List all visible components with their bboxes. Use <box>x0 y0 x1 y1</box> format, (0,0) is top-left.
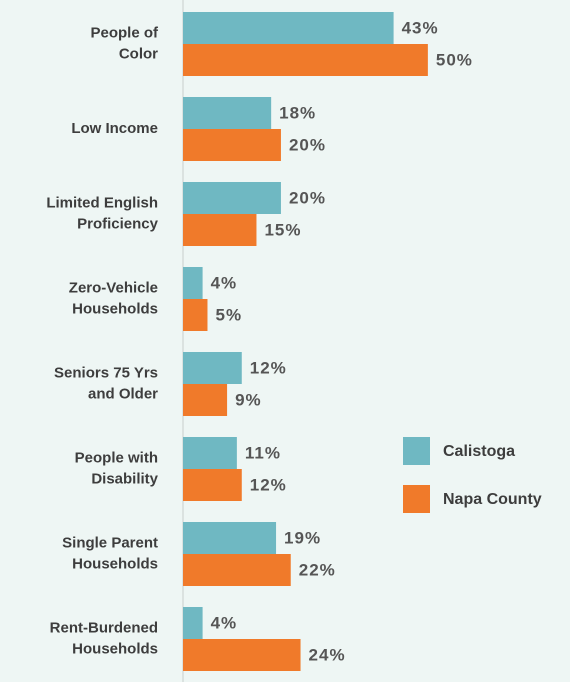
category-label: People with Disability <box>75 449 159 487</box>
legend-label: Calistoga <box>443 443 515 460</box>
category-label: Limited English Proficiency <box>46 194 158 232</box>
category-line: Households <box>72 640 158 657</box>
category-line: Rent-Burdened <box>50 619 158 636</box>
category-line: People with <box>75 449 158 466</box>
value-label: 12% <box>250 358 287 377</box>
bar <box>183 437 237 469</box>
value-label: 12% <box>250 475 287 494</box>
bar <box>183 469 242 501</box>
category-line: Color <box>119 45 158 62</box>
legend-label: Napa County <box>443 491 542 508</box>
category-line: Zero-Vehicle <box>69 279 158 296</box>
bar <box>183 639 301 671</box>
category-line: Low Income <box>71 120 158 137</box>
bar <box>183 522 277 554</box>
category-line: Proficiency <box>77 215 159 232</box>
value-label: 19% <box>284 528 321 547</box>
value-label: 20% <box>289 135 326 154</box>
value-label: 15% <box>264 220 301 239</box>
bar <box>183 267 203 299</box>
value-label: 9% <box>235 390 262 409</box>
category-line: Limited English <box>46 194 158 211</box>
value-label: 50% <box>436 50 473 69</box>
category-line: People of <box>90 24 159 41</box>
value-label: 22% <box>299 560 336 579</box>
bar <box>183 299 208 331</box>
value-label: 24% <box>309 645 346 664</box>
category-label: Zero-Vehicle Households <box>69 279 158 317</box>
category-label: Seniors 75 Yrs and Older <box>54 364 158 402</box>
bar <box>183 44 428 76</box>
category-line: Disability <box>91 470 158 487</box>
bar <box>183 607 203 639</box>
category-label: Low Income <box>71 120 158 137</box>
category-line: Households <box>72 555 158 572</box>
bar <box>183 12 394 44</box>
value-label: 4% <box>211 273 238 292</box>
bar <box>183 554 291 586</box>
legend-swatch <box>403 485 430 513</box>
bar <box>183 129 281 161</box>
category-line: and Older <box>88 385 158 402</box>
category-line: Households <box>72 300 158 317</box>
value-label: 11% <box>245 443 281 462</box>
value-label: 20% <box>289 188 326 207</box>
value-label: 18% <box>279 103 316 122</box>
category-line: Seniors 75 Yrs <box>54 364 158 381</box>
legend-swatch <box>403 437 430 465</box>
bar <box>183 97 272 129</box>
value-label: 4% <box>211 613 238 632</box>
bar <box>183 384 228 416</box>
value-label: 43% <box>402 18 439 37</box>
bar <box>183 182 281 214</box>
category-line: Single Parent <box>62 534 158 551</box>
bar <box>183 352 242 384</box>
value-label: 5% <box>215 305 242 324</box>
bar <box>183 214 257 246</box>
category-label: Single Parent Households <box>62 534 158 572</box>
category-label: People of Color <box>90 24 159 62</box>
category-label: Rent-Burdened Households <box>50 619 158 657</box>
